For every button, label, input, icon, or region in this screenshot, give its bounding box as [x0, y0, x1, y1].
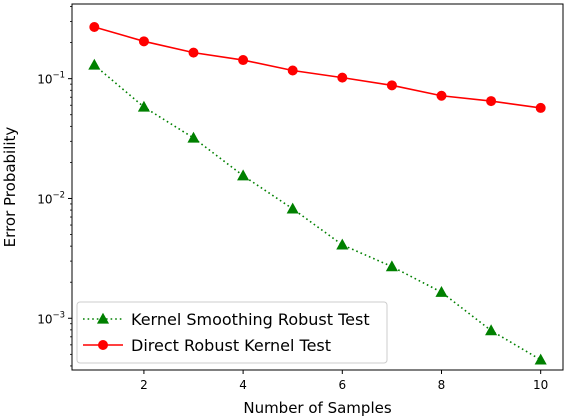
y-axis-label: Error Probability	[1, 127, 19, 248]
series-2-point	[535, 102, 546, 113]
series-1-point	[534, 353, 547, 365]
x-tick-label: 4	[239, 378, 247, 392]
series-2-point	[436, 90, 447, 101]
legend-label-1: Kernel Smoothing Robust Test	[131, 310, 370, 329]
series-1-point	[286, 202, 299, 214]
series-1-point	[237, 169, 250, 181]
x-axis-ticks: 2 4 6 8 10	[140, 370, 548, 392]
plot-area	[71, 3, 564, 371]
legend-marker-1	[96, 312, 110, 324]
series-2-point	[89, 21, 100, 32]
y-axis-ticks: 10−3 10−2 10−1	[37, 6, 72, 367]
series-1-point	[336, 238, 349, 250]
series-1-point	[435, 285, 448, 297]
series-1-line	[93, 64, 542, 361]
y-tick-label: 10−2	[37, 190, 65, 206]
x-tick-label: 6	[338, 378, 346, 392]
y-tick-label: 10−3	[37, 310, 65, 326]
legend-marker-2	[98, 340, 108, 350]
x-tick-label: 10	[533, 378, 548, 392]
series-1-point	[485, 324, 498, 336]
series-2-point	[138, 36, 149, 47]
plot-frame	[71, 3, 564, 371]
series-2-line	[94, 26, 541, 109]
series-2-point	[188, 47, 199, 58]
series-2-point	[486, 96, 497, 107]
x-tick-label: 8	[438, 378, 446, 392]
series-2	[89, 21, 546, 113]
series-1	[88, 58, 547, 365]
series-1-point	[385, 260, 398, 272]
series-2-point	[287, 65, 298, 76]
series-2-point	[337, 72, 348, 83]
legend-label-2: Direct Robust Kernel Test	[131, 336, 331, 355]
legend-box	[76, 301, 388, 364]
series-layer	[88, 21, 547, 365]
legend: Kernel Smoothing Robust Test Direct Robus…	[76, 301, 388, 364]
y-tick-label: 10−1	[37, 71, 65, 87]
x-tick-label: 2	[140, 378, 148, 392]
x-axis-label: Number of Samples	[243, 399, 391, 416]
series-1-point	[137, 100, 150, 112]
series-1-point	[187, 131, 200, 143]
series-2-point	[386, 80, 397, 91]
series-2-point	[238, 55, 249, 66]
series-1-point	[88, 58, 101, 70]
